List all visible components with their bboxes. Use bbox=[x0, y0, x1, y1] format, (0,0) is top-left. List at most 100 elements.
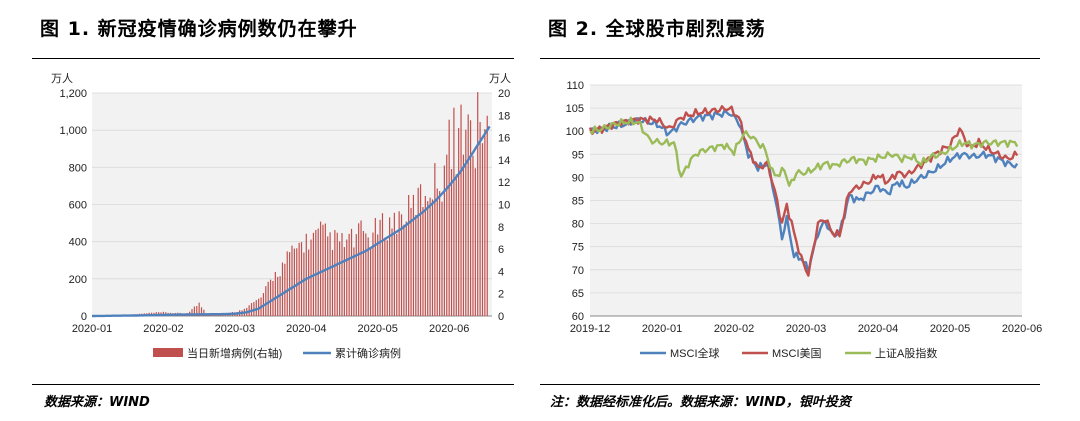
chart1-daily-bar bbox=[203, 309, 205, 316]
chart1-daily-bar bbox=[284, 263, 286, 316]
chart1-right-tick-label: 6 bbox=[498, 244, 504, 256]
chart1-left-tick-label: 200 bbox=[69, 274, 87, 286]
chart1-daily-bar bbox=[441, 201, 443, 316]
chart1-daily-bar bbox=[196, 306, 198, 316]
chart1-daily-bar bbox=[355, 234, 357, 316]
chart1-daily-bar bbox=[348, 233, 350, 316]
chart1-daily-bar bbox=[472, 155, 474, 316]
chart2-y-tick-label: 90 bbox=[572, 172, 584, 184]
chart2-y-tick-label: 85 bbox=[572, 196, 584, 208]
chart2-y-tick-label: 110 bbox=[566, 80, 584, 92]
chart1-right-tick-label: 20 bbox=[498, 88, 510, 100]
chart1-daily-bar bbox=[439, 191, 441, 316]
chart2-x-tick-label: 2020-05 bbox=[930, 323, 970, 335]
chart1-daily-bar bbox=[398, 211, 400, 316]
chart1-legend-bar-label: 当日新增病例(右轴) bbox=[187, 346, 282, 360]
chart1-x-tick-label: 2020-04 bbox=[286, 323, 326, 335]
chart1-daily-bar bbox=[353, 247, 355, 316]
chart1-daily-bar bbox=[458, 128, 460, 316]
chart1-x-tick-label: 2020-02 bbox=[143, 323, 183, 335]
chart1-daily-bar bbox=[484, 129, 486, 316]
chart1-daily-bar bbox=[198, 302, 200, 316]
figure2-source: 注：数据经标准化后。数据来源：WIND，银叶投资 bbox=[550, 395, 851, 410]
chart1-daily-bar bbox=[377, 234, 379, 316]
chart1-daily-bar bbox=[327, 236, 329, 316]
chart1-right-tick-label: 8 bbox=[498, 222, 504, 234]
chart2-legend-label: MSCI美国 bbox=[772, 347, 822, 360]
chart1-daily-bar bbox=[381, 213, 384, 316]
chart1-daily-bar bbox=[339, 241, 341, 316]
chart1-daily-bar bbox=[250, 303, 253, 316]
figure1-source: 数据来源：WIND bbox=[44, 395, 150, 410]
chart1-right-tick-label: 0 bbox=[498, 311, 504, 323]
chart1-daily-bar bbox=[384, 237, 386, 316]
chart1-daily-bar bbox=[465, 129, 467, 316]
chart1-left-tick-label: 0 bbox=[81, 311, 87, 323]
chart1-daily-bar bbox=[417, 187, 419, 316]
chart1-right-tick-label: 2 bbox=[498, 289, 504, 301]
figure2-bottom-rule bbox=[540, 384, 1040, 385]
chart1-daily-bar bbox=[200, 307, 203, 316]
chart1-left-tick-label: 800 bbox=[69, 162, 87, 174]
chart1-left-tick-label: 1,200 bbox=[59, 88, 87, 100]
chart1-right-tick-label: 14 bbox=[498, 155, 510, 167]
chart1-daily-bar bbox=[367, 237, 369, 316]
chart2-y-tick-label: 100 bbox=[566, 126, 584, 138]
figure1-title: 图 1. 新冠疫情确诊病例数仍在攀升 bbox=[40, 18, 358, 40]
chart1-daily-bar bbox=[391, 228, 393, 316]
chart1-daily-bar bbox=[386, 240, 388, 316]
chart1-daily-bar bbox=[360, 220, 362, 316]
chart1-x-tick-label: 2020-01 bbox=[72, 323, 112, 335]
chart2-y-tick-label: 60 bbox=[572, 311, 584, 323]
chart2-series-line bbox=[588, 105, 1019, 277]
chart2-x-tick-label: 2020-01 bbox=[642, 323, 682, 335]
chart1-x-tick-label: 2020-06 bbox=[429, 323, 469, 335]
chart1-x-tick-label: 2020-03 bbox=[215, 323, 255, 335]
chart1-daily-bar bbox=[289, 252, 291, 316]
chart2-x-tick-label: 2020-02 bbox=[714, 323, 754, 335]
chart1-daily-bar bbox=[408, 194, 410, 316]
chart2-x-tick-label: 2019-12 bbox=[570, 323, 610, 335]
chart1-x-tick-label: 2020-05 bbox=[358, 323, 398, 335]
chart1-daily-bar bbox=[443, 165, 445, 316]
chart1-daily-bar bbox=[396, 233, 398, 316]
chart1-daily-bar bbox=[286, 251, 288, 316]
chart1-daily-bar bbox=[334, 230, 336, 316]
chart1-daily-bar bbox=[405, 221, 407, 316]
chart1-daily-bar bbox=[474, 168, 476, 316]
chart1-daily-bar bbox=[365, 233, 367, 316]
chart1-daily-bar bbox=[296, 248, 298, 316]
chart1-daily-bar bbox=[448, 119, 450, 317]
chart1-daily-bar bbox=[293, 248, 295, 316]
chart1-daily-bar bbox=[477, 92, 479, 317]
figure2-title: 图 2. 全球股市剧烈震荡 bbox=[548, 18, 766, 40]
chart1-left-unit: 万人 bbox=[51, 72, 73, 85]
chart2-y-tick-label: 65 bbox=[572, 288, 584, 300]
chart1-daily-bar bbox=[422, 207, 424, 316]
chart1-daily-bar bbox=[434, 163, 436, 316]
chart1-daily-bar bbox=[291, 245, 293, 316]
chart1-daily-bar bbox=[269, 279, 272, 316]
chart2-y-tick-label: 70 bbox=[572, 265, 584, 277]
chart1-daily-bar bbox=[350, 228, 353, 316]
chart1-legend-bar-swatch bbox=[153, 348, 183, 357]
chart1-daily-bar bbox=[193, 306, 195, 316]
chart1-daily-bar bbox=[300, 242, 303, 316]
chart1-left-tick-label: 1,000 bbox=[59, 125, 87, 137]
chart2-y-tick-label: 80 bbox=[572, 219, 584, 231]
chart2-y-tick-label: 105 bbox=[566, 103, 584, 115]
chart1-daily-bar bbox=[400, 214, 403, 316]
chart1-right-tick-label: 10 bbox=[498, 200, 510, 212]
chart2-x-tick-label: 2020-03 bbox=[786, 323, 826, 335]
chart1-daily-bar bbox=[343, 247, 345, 316]
chart1-right-tick-label: 4 bbox=[498, 266, 504, 278]
chart1-daily-bar bbox=[265, 286, 267, 316]
chart2-x-tick-label: 2020-06 bbox=[1002, 323, 1042, 335]
chart1-daily-bar bbox=[453, 107, 455, 316]
chart1-daily-bar bbox=[415, 215, 417, 316]
chart2-series-line bbox=[589, 116, 1019, 187]
chart1-daily-bar bbox=[374, 217, 376, 316]
figure2-top-rule bbox=[540, 58, 1040, 59]
chart1-daily-bar bbox=[469, 120, 472, 316]
chart1-right-tick-label: 18 bbox=[498, 110, 510, 122]
